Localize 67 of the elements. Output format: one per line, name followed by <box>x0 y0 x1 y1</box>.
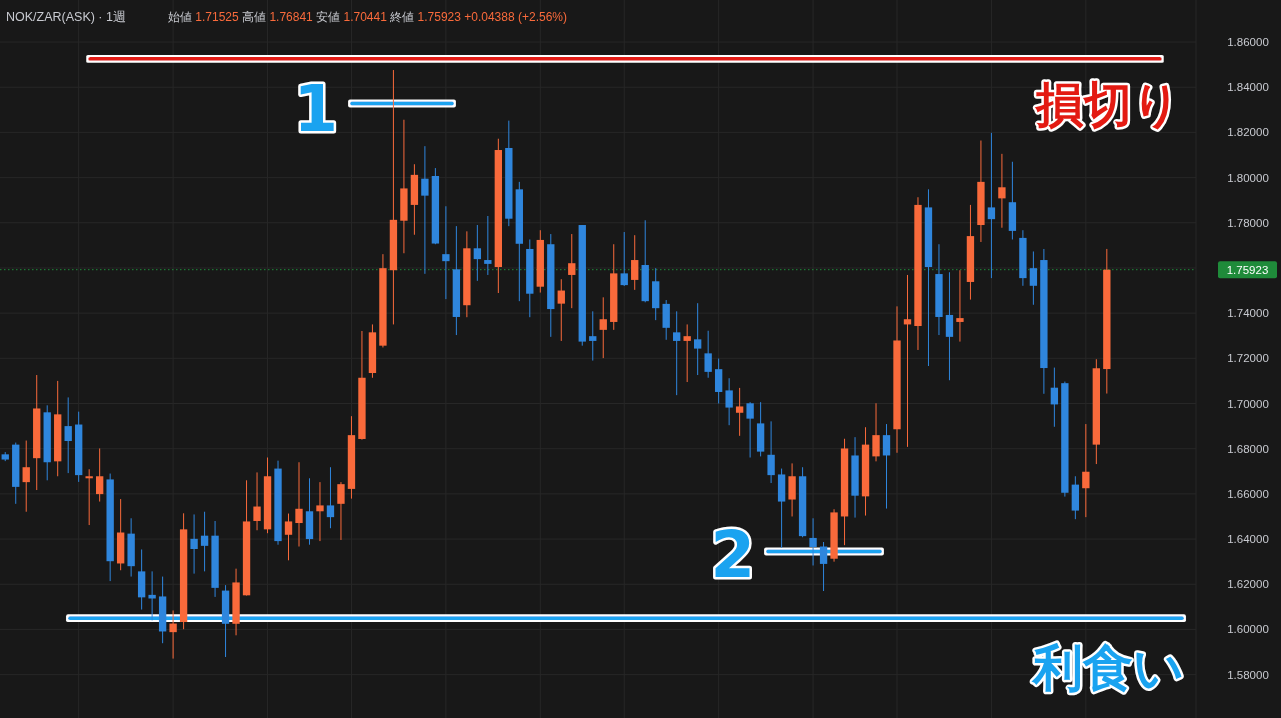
ref-line-label: 1.75923 <box>1226 263 1269 276</box>
candlestick <box>421 145 429 275</box>
candlestick <box>809 517 817 566</box>
candlestick <box>987 132 996 279</box>
candlestick <box>788 462 796 517</box>
y-tick-label: 1.70000 <box>1227 397 1269 410</box>
candlestick <box>1082 423 1090 518</box>
candlestick <box>704 330 712 379</box>
candlestick <box>589 310 597 362</box>
candlestick <box>735 387 744 437</box>
candlestick <box>872 402 880 462</box>
candlestick <box>767 420 775 484</box>
candlestick <box>819 541 828 592</box>
candlestick <box>903 274 912 448</box>
candlestick <box>673 310 681 396</box>
y-tick-label: 1.60000 <box>1227 623 1269 636</box>
candlestick <box>746 401 754 458</box>
candlestick <box>337 481 345 541</box>
candlestick <box>599 296 607 359</box>
candlestick <box>557 278 565 342</box>
text: 始値 1.71525 高値 1.76841 安値 1.70441 終値 1.75923 +0.04388 (+2.56%) <box>168 10 567 24</box>
y-tick-label: 1.82000 <box>1227 126 1269 139</box>
candlestick <box>64 396 72 474</box>
y-tick-label: 1.68000 <box>1227 442 1269 455</box>
y-tick-label: 1.72000 <box>1227 352 1269 365</box>
ref-line-label: 利食い <box>1030 639 1184 698</box>
candlestick <box>662 299 670 341</box>
candlestick <box>945 271 954 381</box>
y-tick-label: 1.58000 <box>1227 668 1269 681</box>
candlestick <box>620 231 628 287</box>
ref-line-label: 損切り <box>1033 75 1181 132</box>
y-tick-label: 1.84000 <box>1227 81 1269 94</box>
candlestick <box>631 234 639 291</box>
y-tick-label: 1.78000 <box>1227 216 1269 229</box>
candlestick <box>22 440 30 513</box>
candlestick <box>295 461 303 548</box>
candlestick <box>694 302 702 376</box>
candlestick <box>998 153 1006 229</box>
text: NOK/ZAR(ASK) · 1週 <box>6 10 126 24</box>
candlestick <box>882 423 891 510</box>
annotation: 1 <box>293 72 338 147</box>
candlestick <box>725 377 733 426</box>
candlestick <box>284 513 293 561</box>
candlestick <box>200 511 209 572</box>
y-tick-label: 1.80000 <box>1227 171 1269 184</box>
y-tick-label: 1.66000 <box>1227 487 1269 500</box>
candlestick <box>85 468 93 526</box>
candlestick <box>1050 367 1059 428</box>
annotation: 2 <box>710 518 755 593</box>
candlestick <box>326 466 335 529</box>
candlestick <box>316 481 324 542</box>
candlestick <box>484 215 492 276</box>
candlestick <box>473 224 482 282</box>
candlestick <box>169 609 177 660</box>
y-tick-label: 1.86000 <box>1227 36 1269 49</box>
y-tick-label: 1.74000 <box>1227 307 1269 320</box>
candlestick <box>442 205 450 300</box>
y-tick-label: 1.64000 <box>1227 533 1269 546</box>
candlestick <box>190 513 198 575</box>
candlestick <box>714 358 723 405</box>
candlestick <box>683 323 691 383</box>
candlestick <box>1029 250 1038 306</box>
y-tick-label: 1.62000 <box>1227 578 1269 591</box>
candlestick <box>956 269 964 343</box>
candlestick <box>253 471 261 531</box>
candlestick <box>568 233 576 309</box>
candlestick <box>95 447 104 503</box>
